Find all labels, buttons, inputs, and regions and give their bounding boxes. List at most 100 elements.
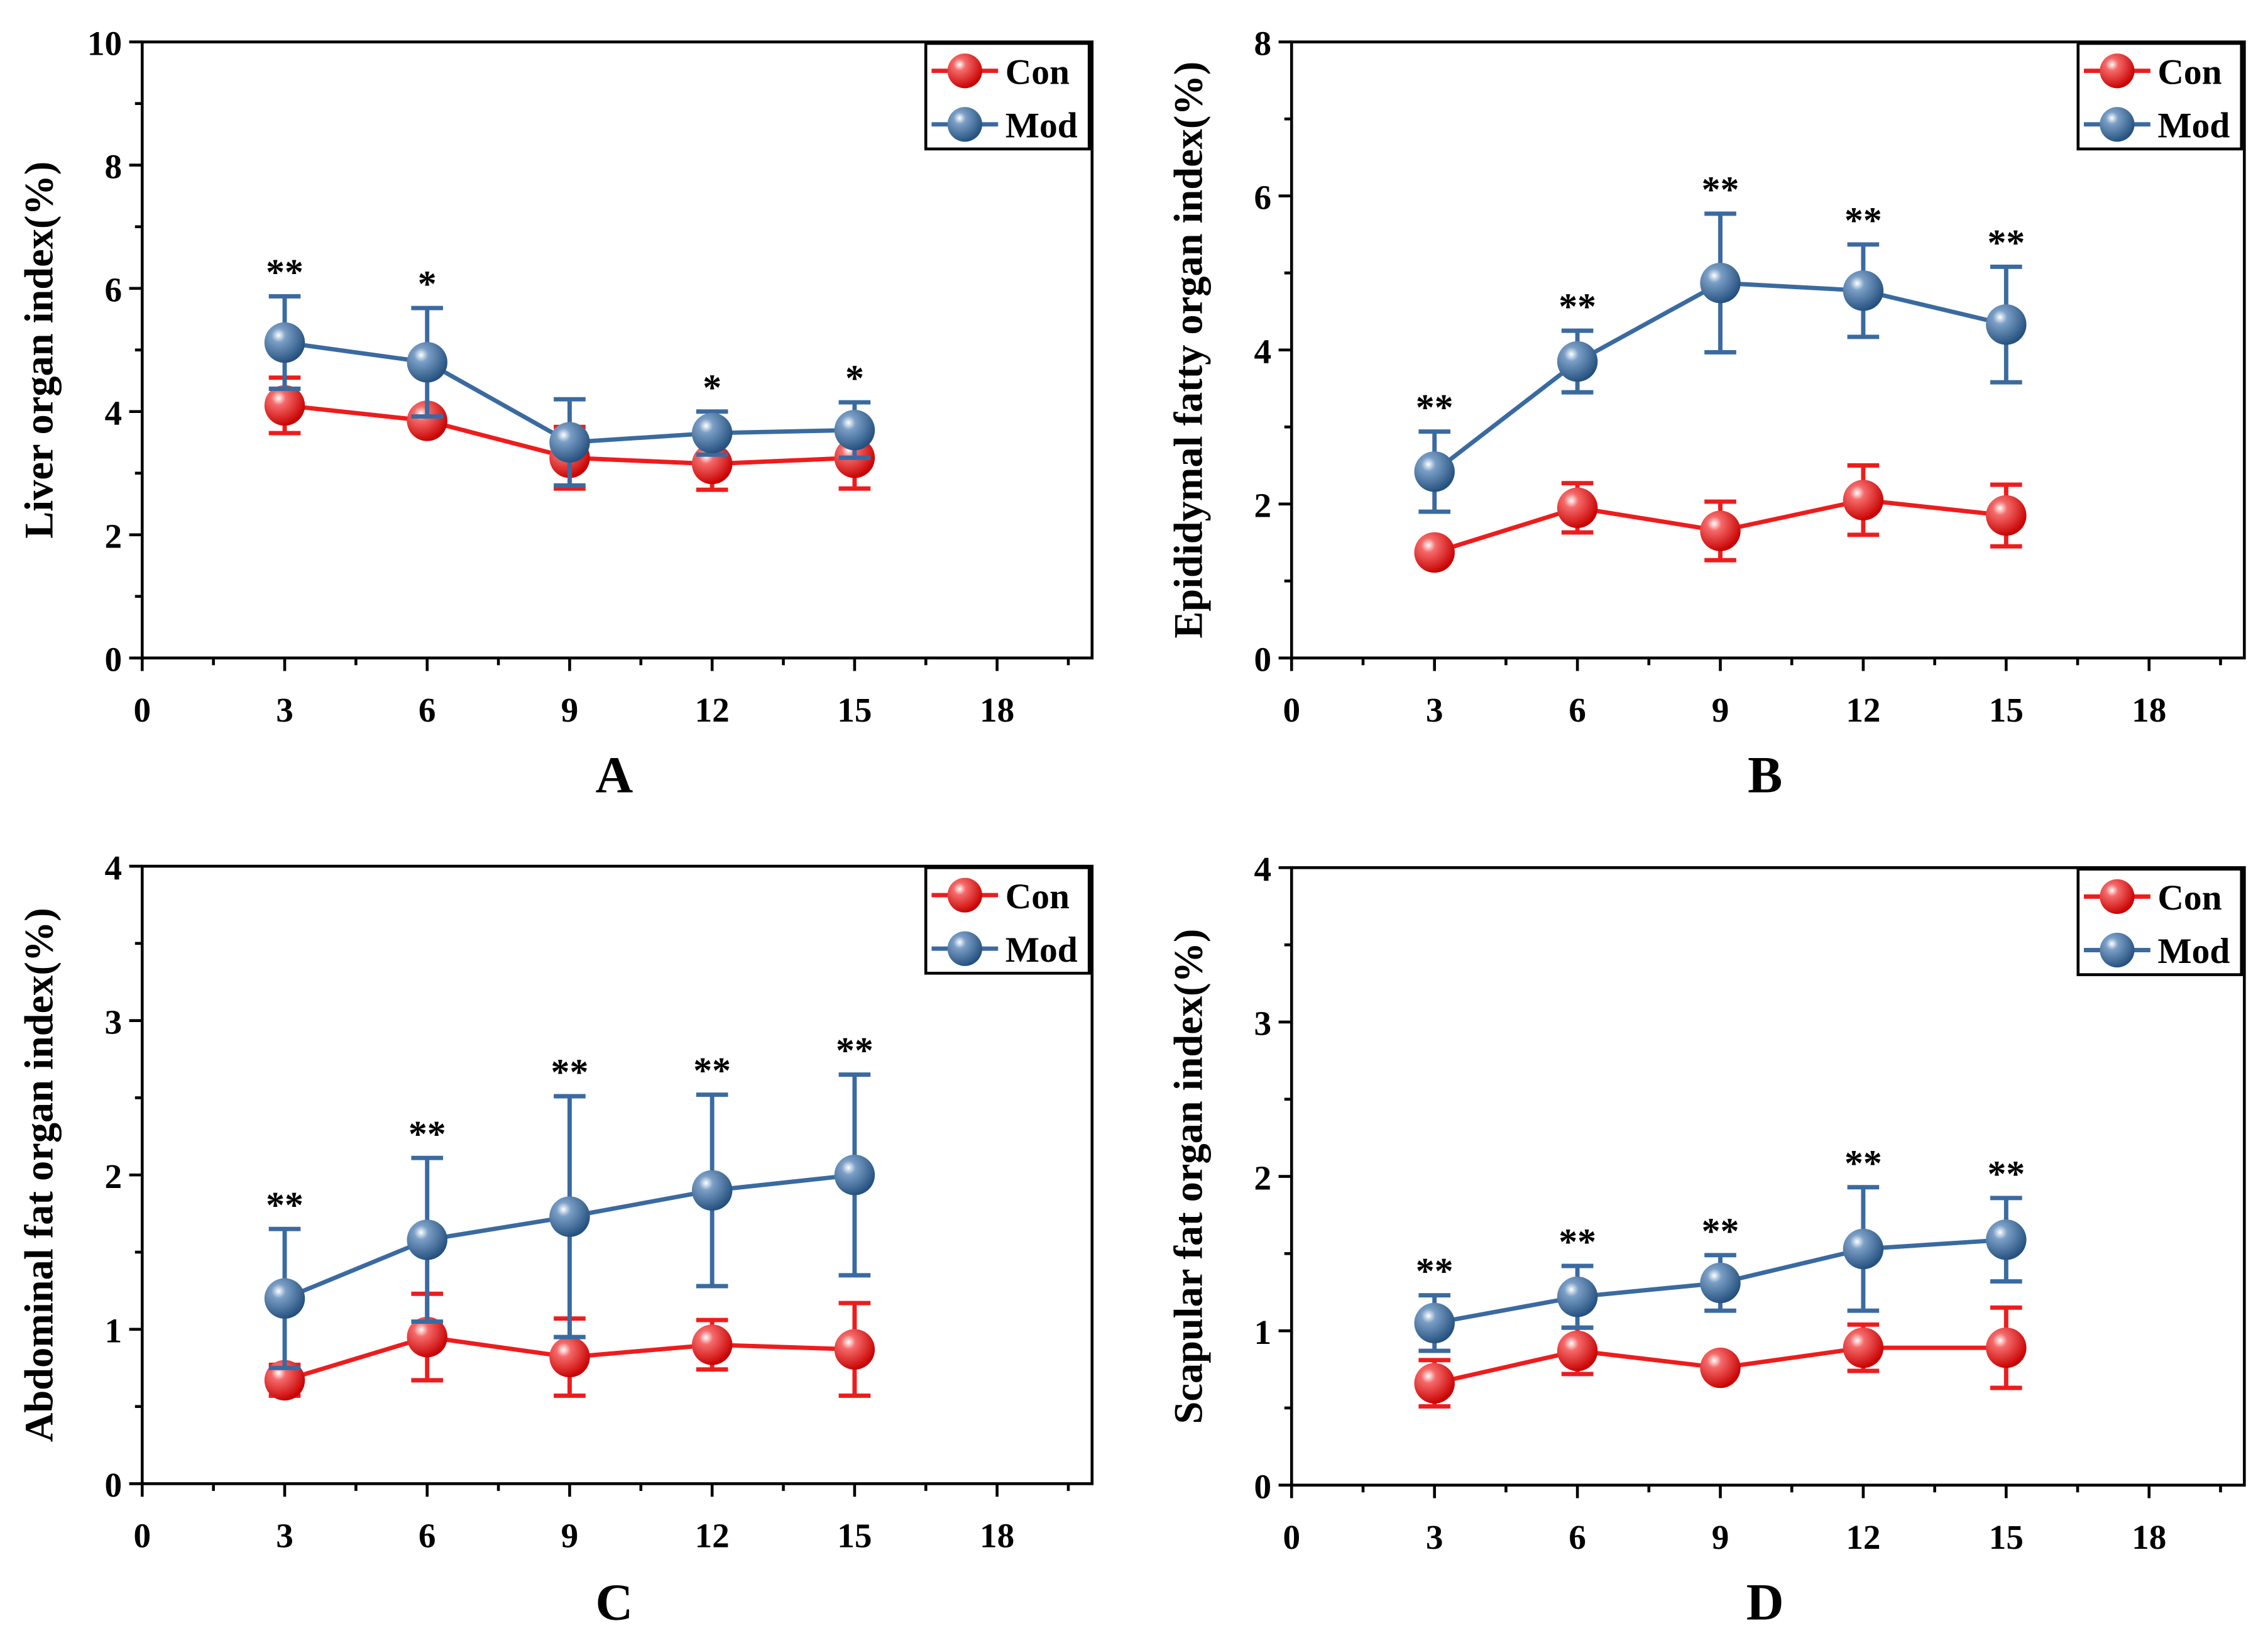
y-tick-label: 4 [104, 393, 122, 432]
significance-marker: ** [1702, 1210, 1739, 1251]
y-tick-label: 0 [1254, 640, 1271, 678]
x-tick-label: 6 [419, 1517, 436, 1555]
data-point [691, 1170, 733, 1211]
x-tick-label: 0 [133, 691, 151, 729]
y-tick-label: 6 [1254, 178, 1271, 216]
data-point [264, 322, 305, 363]
significance-marker: ** [1416, 1250, 1454, 1292]
significance-marker: ** [266, 1184, 304, 1226]
legend-marker [947, 877, 982, 913]
data-point [834, 1329, 875, 1370]
data-point [407, 342, 447, 383]
data-point [1986, 304, 2027, 345]
significance-marker: ** [1844, 200, 1882, 241]
y-axis-label: Abdominal fat organ index(%) [17, 908, 62, 1442]
y-tick-label: 0 [1254, 1467, 1271, 1505]
x-tick-label: 3 [276, 1517, 293, 1555]
panel-label: A [596, 746, 633, 804]
x-tick-label: 12 [695, 691, 730, 729]
significance-marker: ** [693, 1050, 731, 1091]
legend-marker [947, 53, 982, 89]
data-point [691, 1324, 733, 1365]
x-tick-label: 3 [1426, 691, 1444, 729]
data-point [1557, 487, 1598, 529]
significance-marker: ** [1559, 286, 1596, 327]
x-tick-label: 9 [1712, 1518, 1729, 1556]
x-tick-label: 9 [1712, 691, 1729, 729]
legend-marker [2100, 932, 2135, 968]
x-tick-label: 3 [276, 691, 293, 729]
x-tick-label: 6 [1569, 691, 1586, 729]
panel-label: B [1748, 746, 1782, 804]
legend: Con Mod [924, 866, 1091, 975]
y-tick-label: 0 [104, 1466, 122, 1504]
y-tick-label: 8 [104, 147, 122, 185]
data-point [1700, 262, 1741, 304]
y-tick-label: 1 [104, 1312, 122, 1350]
y-tick-label: 0 [104, 640, 122, 678]
data-point [1700, 510, 1741, 551]
data-point [1557, 1330, 1598, 1372]
x-tick-label: 0 [1283, 1518, 1300, 1556]
legend-label: Con [1005, 877, 1070, 916]
data-point [1414, 451, 1455, 492]
significance-marker: ** [266, 251, 304, 293]
significance-marker: ** [1987, 222, 2025, 263]
legend: Con Mod [924, 41, 1091, 151]
legend: Con Mod [2076, 867, 2243, 976]
y-tick-label: 2 [104, 517, 122, 555]
y-axis-label: Scapular fat organ index(%) [1166, 929, 1211, 1424]
x-tick-label: 9 [561, 691, 579, 729]
x-tick-label: 12 [1846, 691, 1880, 729]
x-tick-label: 15 [837, 1517, 872, 1555]
y-tick-label: 2 [1254, 1158, 1271, 1197]
data-point [549, 422, 590, 463]
significance-marker: * [845, 358, 864, 399]
data-point [1986, 1327, 2027, 1368]
y-tick-label: 4 [1254, 850, 1271, 888]
series-mod [1414, 211, 2027, 514]
significance-marker: ** [408, 1113, 446, 1155]
y-tick-label: 6 [104, 270, 122, 309]
data-point [1414, 532, 1455, 573]
legend-label: Con [2157, 52, 2221, 92]
panel-B: 0 3 6 9 12 15 18 0 2 4 6 8 Epididymal fatty organ in… [1166, 24, 2246, 804]
legend-label: Mod [1005, 930, 1078, 970]
x-tick-label: 6 [419, 691, 436, 729]
x-tick-label: 18 [980, 1517, 1014, 1555]
x-tick-label: 9 [561, 1517, 579, 1555]
x-tick-label: 15 [1989, 1518, 2024, 1556]
significance-marker: ** [551, 1052, 589, 1093]
legend-marker [2100, 53, 2135, 89]
data-point [1414, 1302, 1455, 1344]
x-tick-label: 15 [837, 691, 872, 729]
data-point [1986, 1219, 2027, 1260]
y-tick-label: 4 [1254, 332, 1271, 370]
data-point [691, 412, 733, 454]
legend-label: Mod [1005, 106, 1078, 146]
legend: Con Mod [2076, 41, 2243, 151]
x-tick-label: 18 [980, 691, 1014, 729]
significance-marker: ** [836, 1030, 874, 1071]
legend-marker [2100, 107, 2135, 142]
data-point [1557, 1276, 1598, 1317]
panel-label: D [1746, 1573, 1784, 1631]
legend-label: Mod [2157, 106, 2230, 146]
series-con [1414, 1305, 2027, 1409]
data-point [549, 1196, 590, 1237]
data-point [1843, 270, 1884, 311]
significance-marker: ** [1702, 169, 1739, 211]
x-tick-label: 3 [1426, 1518, 1444, 1556]
data-point [834, 409, 875, 451]
data-point [1986, 495, 2027, 536]
legend-label: Mod [2157, 932, 2230, 971]
y-tick-label: 8 [1254, 24, 1271, 62]
y-tick-label: 4 [104, 849, 122, 887]
x-tick-label: 18 [2132, 691, 2166, 729]
data-point [264, 1360, 305, 1401]
legend-label: Con [2157, 878, 2221, 918]
